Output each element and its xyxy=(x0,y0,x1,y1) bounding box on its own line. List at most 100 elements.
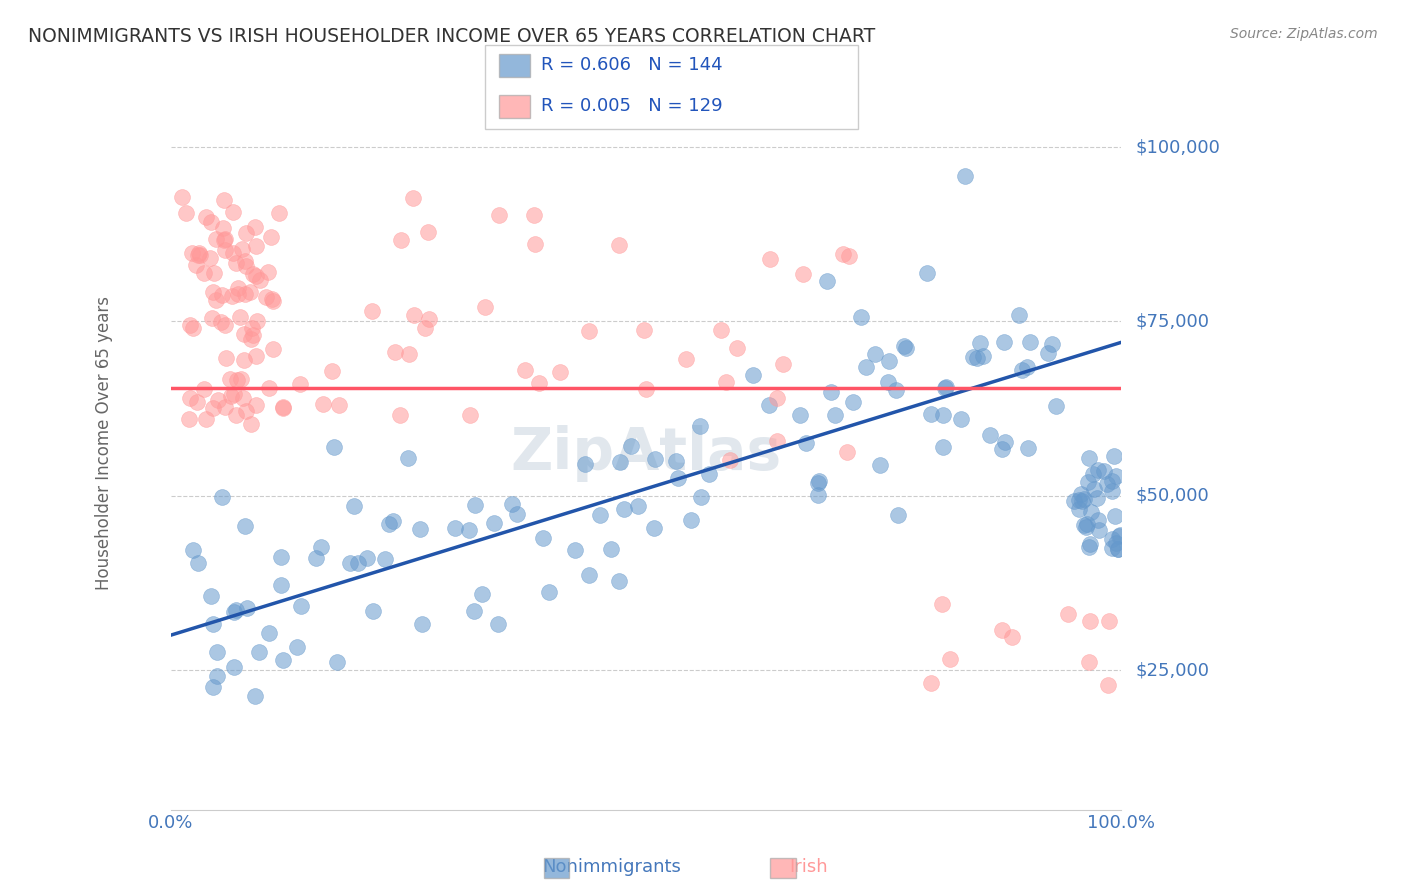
Point xyxy=(564,543,586,558)
Point xyxy=(824,408,846,422)
Point xyxy=(1105,536,1128,550)
Point xyxy=(271,653,294,667)
Point xyxy=(589,508,612,523)
Point xyxy=(939,651,962,665)
Text: R = 0.606   N = 144: R = 0.606 N = 144 xyxy=(541,56,723,74)
Point xyxy=(742,368,765,382)
Point xyxy=(681,513,703,527)
Point xyxy=(486,617,509,632)
Point xyxy=(326,655,349,669)
Point xyxy=(378,516,401,531)
Point xyxy=(1107,542,1129,557)
Point xyxy=(863,346,886,360)
Text: Irish: Irish xyxy=(789,858,828,876)
Point xyxy=(464,498,486,512)
Point xyxy=(766,391,789,405)
Point xyxy=(991,442,1014,456)
Point xyxy=(1104,509,1126,524)
Point xyxy=(838,249,860,263)
Point xyxy=(211,288,233,302)
Point xyxy=(257,265,280,279)
Text: Source: ZipAtlas.com: Source: ZipAtlas.com xyxy=(1230,27,1378,41)
Point xyxy=(972,349,994,363)
Point xyxy=(675,352,697,367)
Point xyxy=(1080,505,1102,519)
Point xyxy=(232,391,254,405)
Point xyxy=(418,225,440,239)
Point xyxy=(214,231,236,245)
Point xyxy=(820,384,842,399)
Point xyxy=(1104,450,1126,464)
Point xyxy=(418,312,440,326)
Point xyxy=(1077,540,1099,554)
Point xyxy=(256,290,278,304)
Point xyxy=(515,363,537,377)
Point xyxy=(193,382,215,396)
Point xyxy=(548,365,571,379)
Point xyxy=(409,522,432,536)
Point xyxy=(1083,483,1105,497)
Point xyxy=(612,502,634,516)
Point xyxy=(222,660,245,674)
Point xyxy=(360,303,382,318)
Point xyxy=(384,345,406,359)
Point xyxy=(869,458,891,472)
Point xyxy=(953,169,976,183)
Point xyxy=(224,387,246,401)
Point xyxy=(991,623,1014,637)
Point xyxy=(202,680,225,694)
Point xyxy=(1076,516,1098,531)
Point xyxy=(815,274,838,288)
Text: Householder Income Over 65 years: Householder Income Over 65 years xyxy=(96,296,112,591)
Point xyxy=(207,645,229,659)
Point xyxy=(177,412,200,426)
Point xyxy=(190,248,212,262)
Point xyxy=(758,252,780,267)
Point xyxy=(290,599,312,613)
Point xyxy=(402,309,425,323)
Point xyxy=(689,490,711,504)
Point xyxy=(194,411,217,425)
Point xyxy=(219,389,242,403)
Point xyxy=(226,281,249,295)
Point xyxy=(201,285,224,299)
Point xyxy=(457,524,479,538)
Point xyxy=(1108,529,1130,543)
Point xyxy=(574,457,596,471)
Point xyxy=(200,590,222,604)
Point xyxy=(879,353,901,368)
Point xyxy=(849,310,872,324)
Point xyxy=(240,320,263,334)
Point xyxy=(1074,520,1097,534)
Point xyxy=(969,336,991,351)
Text: ZipAtlas: ZipAtlas xyxy=(510,425,782,483)
Point xyxy=(225,408,247,422)
Point xyxy=(235,254,257,268)
Point xyxy=(950,411,973,425)
Point xyxy=(1105,469,1128,483)
Point xyxy=(1085,491,1108,505)
Point xyxy=(915,266,938,280)
Point xyxy=(1067,492,1090,507)
Point xyxy=(231,371,253,385)
Point xyxy=(855,360,877,375)
Point xyxy=(211,490,233,504)
Point xyxy=(979,428,1001,442)
Point xyxy=(600,542,623,557)
Point xyxy=(627,499,650,513)
Point xyxy=(235,226,257,240)
Point xyxy=(187,248,209,262)
Point xyxy=(935,379,957,393)
Point xyxy=(205,232,228,246)
Point xyxy=(212,221,235,235)
Point xyxy=(966,351,988,365)
Point xyxy=(538,585,561,599)
Point xyxy=(214,318,236,333)
Point xyxy=(193,266,215,280)
Point xyxy=(1108,527,1130,541)
Point xyxy=(831,247,853,261)
Point xyxy=(257,381,280,395)
Point xyxy=(877,376,900,390)
Point xyxy=(1070,487,1092,501)
Point xyxy=(398,347,420,361)
